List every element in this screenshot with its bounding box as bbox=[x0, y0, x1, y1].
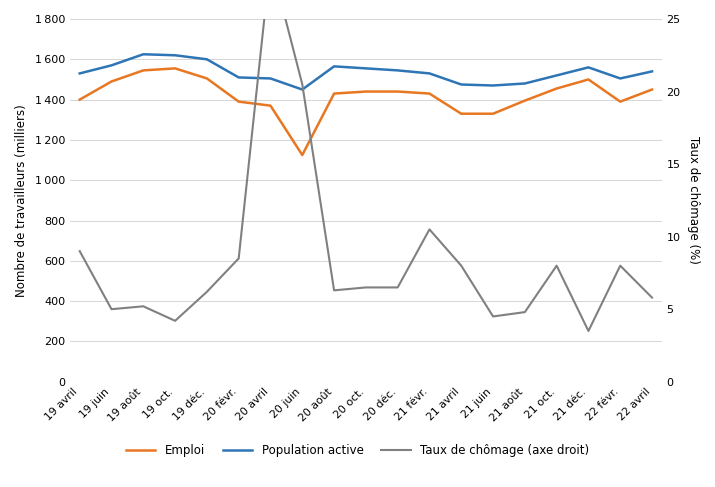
Emploi bbox=[330, 91, 338, 96]
Population active bbox=[489, 83, 498, 89]
Emploi bbox=[235, 99, 243, 105]
Emploi bbox=[584, 76, 593, 82]
Population active bbox=[139, 51, 147, 57]
Emploi bbox=[75, 97, 84, 103]
Y-axis label: Nombre de travailleurs (milliers): Nombre de travailleurs (milliers) bbox=[15, 104, 28, 297]
Population active bbox=[393, 68, 402, 74]
Taux de chômage (axe droit) bbox=[616, 263, 624, 269]
Taux de chômage (axe droit) bbox=[489, 314, 498, 319]
Legend: Emploi, Population active, Taux de chômage (axe droit): Emploi, Population active, Taux de chôma… bbox=[121, 439, 594, 462]
Emploi bbox=[171, 65, 179, 71]
Emploi bbox=[139, 68, 147, 74]
Emploi bbox=[393, 89, 402, 94]
Line: Population active: Population active bbox=[79, 54, 652, 90]
Taux de chômage (axe droit) bbox=[75, 248, 84, 254]
Emploi bbox=[202, 75, 211, 81]
Population active bbox=[584, 64, 593, 70]
Emploi bbox=[521, 98, 529, 104]
Taux de chômage (axe droit) bbox=[139, 303, 147, 309]
Population active bbox=[362, 65, 370, 71]
Population active bbox=[330, 63, 338, 69]
Taux de chômage (axe droit) bbox=[171, 318, 179, 324]
Population active bbox=[202, 56, 211, 62]
Population active bbox=[235, 75, 243, 80]
Taux de chômage (axe droit) bbox=[202, 289, 211, 295]
Taux de chômage (axe droit) bbox=[362, 284, 370, 290]
Population active bbox=[616, 75, 624, 81]
Taux de chômage (axe droit) bbox=[584, 328, 593, 334]
Y-axis label: Taux de chômage (%): Taux de chômage (%) bbox=[687, 136, 700, 264]
Emploi bbox=[489, 111, 498, 117]
Population active bbox=[521, 80, 529, 86]
Emploi bbox=[553, 86, 561, 92]
Population active bbox=[648, 69, 656, 75]
Emploi bbox=[298, 152, 307, 158]
Emploi bbox=[648, 87, 656, 93]
Emploi bbox=[616, 99, 624, 105]
Taux de chômage (axe droit) bbox=[553, 263, 561, 269]
Taux de chômage (axe droit) bbox=[393, 284, 402, 290]
Line: Emploi: Emploi bbox=[79, 68, 652, 155]
Population active bbox=[457, 82, 465, 88]
Taux de chômage (axe droit) bbox=[235, 256, 243, 262]
Emploi bbox=[107, 78, 116, 84]
Population active bbox=[171, 53, 179, 58]
Taux de chômage (axe droit) bbox=[107, 306, 116, 312]
Emploi bbox=[362, 89, 370, 94]
Emploi bbox=[266, 103, 275, 109]
Population active bbox=[266, 75, 275, 81]
Line: Taux de chômage (axe droit): Taux de chômage (axe droit) bbox=[79, 0, 652, 331]
Taux de chômage (axe droit) bbox=[457, 263, 465, 269]
Taux de chômage (axe droit) bbox=[648, 295, 656, 300]
Population active bbox=[75, 71, 84, 76]
Emploi bbox=[457, 111, 465, 117]
Taux de chômage (axe droit) bbox=[425, 226, 434, 232]
Taux de chômage (axe droit) bbox=[298, 81, 307, 87]
Population active bbox=[107, 62, 116, 68]
Taux de chômage (axe droit) bbox=[521, 309, 529, 315]
Population active bbox=[425, 71, 434, 76]
Population active bbox=[298, 87, 307, 93]
Emploi bbox=[425, 91, 434, 96]
Taux de chômage (axe droit) bbox=[330, 287, 338, 293]
Population active bbox=[553, 73, 561, 78]
